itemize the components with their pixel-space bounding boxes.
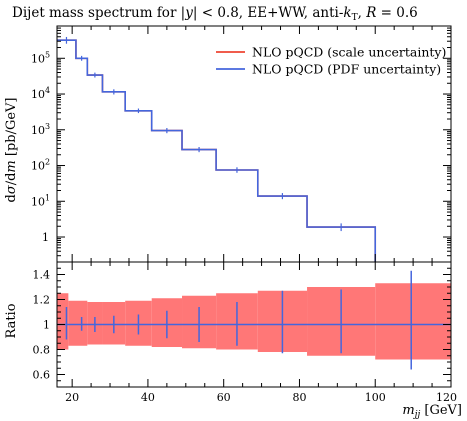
ratio-y-tick-label-1: 0.8 <box>33 344 51 357</box>
chart-title: Dijet mass spectrum for |y| < 0.8, EE+WW… <box>12 5 418 23</box>
x-tick-label-2: 60 <box>217 391 231 404</box>
legend-label-0: NLO pQCD (scale uncertainty) <box>252 45 446 60</box>
x-axis-label: mjj [GeV] <box>402 403 462 420</box>
main-y-axis-label: dσ/dm [pb/GeV] <box>4 98 19 203</box>
ratio-panel: 0.6 0.8 1 1.2 1.4 20 40 60 80 100 120 <box>33 261 457 404</box>
ratio-band-0 <box>57 293 69 350</box>
main-y-tick-label-2: 103 <box>31 122 50 137</box>
ratio-y-tick-label-2: 1 <box>43 319 50 332</box>
ratio-band-1 <box>68 300 88 346</box>
ratio-y-axis-label: Ratio <box>4 303 19 338</box>
ratio-y-tick-label-4: 1.4 <box>33 269 51 282</box>
x-tick-label-0: 20 <box>65 391 79 404</box>
ratio-y-tick-label-3: 1.2 <box>33 294 51 307</box>
main-y-tick-label-0: 105 <box>31 50 50 65</box>
ratio-band-10 <box>375 283 451 360</box>
x-tick-label-1: 40 <box>141 391 155 404</box>
main-y-tick-label-4: 101 <box>31 193 50 208</box>
main-y-tick-label-3: 102 <box>31 158 50 173</box>
ratio-frame <box>56 261 452 388</box>
x-tick-label-5: 120 <box>436 391 457 404</box>
x-tick-label-3: 80 <box>292 391 306 404</box>
x-tick-label-4: 100 <box>365 391 386 404</box>
ratio-y-tick-label-0: 0.6 <box>33 369 51 382</box>
main-y-tick-label-1: 104 <box>31 86 50 101</box>
main-panel: 105 104 103 102 101 1 NLO pQCD (scale uncertai… <box>31 25 452 263</box>
legend-label-1: NLO pQCD (PDF uncertainty) <box>252 62 441 77</box>
main-y-tick-label-5: 1 <box>42 231 49 244</box>
